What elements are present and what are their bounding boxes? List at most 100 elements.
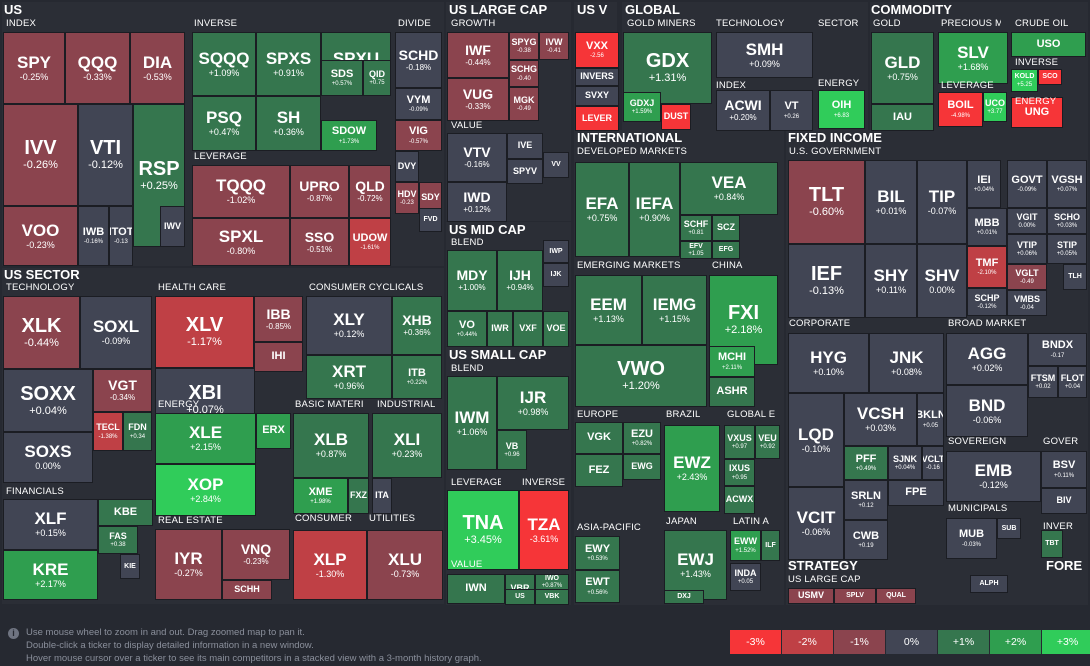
tile-efa[interactable]: EFA +0.75% — [575, 162, 629, 257]
tile-psq[interactable]: PSQ +0.47% — [192, 96, 256, 151]
tile-ivw[interactable]: IVW -0.41 — [539, 32, 569, 60]
tile-mgk[interactable]: MGK -0.49 — [509, 87, 539, 121]
tile-vtip[interactable]: VTIP +0.06% — [1007, 234, 1047, 264]
tile-splv[interactable]: SPLV — [834, 588, 876, 604]
tile-schp[interactable]: SCHP -0.12% — [967, 288, 1007, 316]
tile-fas[interactable]: FAS +0.38 — [98, 526, 138, 554]
etf-heatmap[interactable]: SPY -0.25% QQQ -0.33% DIA -0.53% IVV -0.26% VTI -… — [0, 0, 1090, 620]
tile-iwn[interactable]: IWN — [447, 574, 505, 604]
tile-alph[interactable]: ALPH — [970, 575, 1008, 593]
tile-slv[interactable]: SLV +1.68% — [938, 32, 1008, 84]
tile-vgt[interactable]: VGT -0.34% — [93, 369, 152, 412]
tile-invers[interactable]: INVERS — [575, 68, 619, 86]
tile-vbk[interactable]: VBK — [535, 589, 569, 605]
tile-lqd[interactable]: LQD -0.10% — [788, 393, 844, 487]
tile-fxz[interactable]: FXZ — [348, 478, 369, 514]
tile-tlt[interactable]: TLT -0.60% — [788, 160, 865, 244]
tile-dxj[interactable]: DXJ — [664, 590, 704, 604]
tile-xlu[interactable]: XLU -0.73% — [367, 530, 443, 600]
tile-vwo[interactable]: VWO +1.20% — [575, 345, 707, 407]
tile-acwi[interactable]: ACWI +0.20% — [716, 90, 770, 131]
tile-boil[interactable]: BOIL -4.98% — [938, 92, 983, 127]
tile-ewz[interactable]: EWZ +2.43% — [664, 425, 720, 512]
tile-biv[interactable]: BIV — [1041, 488, 1087, 514]
tile-fdn[interactable]: FDN +0.34 — [123, 412, 152, 451]
tile-voe[interactable]: VOE — [543, 311, 569, 347]
tile-soxl[interactable]: SOXL -0.09% — [80, 296, 152, 369]
tile-xhb[interactable]: XHB +0.36% — [392, 296, 442, 355]
tile-tbt[interactable]: TBT — [1041, 530, 1063, 558]
tile-sqqq[interactable]: SQQQ +1.09% — [192, 32, 256, 96]
tile-pff[interactable]: PFF +0.49% — [844, 446, 888, 480]
tile-uso[interactable]: USO — [1011, 32, 1086, 57]
tile-upro[interactable]: UPRO -0.87% — [290, 165, 349, 218]
tile-vcsh[interactable]: VCSH +0.03% — [844, 393, 917, 446]
tile-vtv[interactable]: VTV -0.16% — [447, 133, 507, 182]
tile-sub[interactable]: SUB — [997, 518, 1021, 539]
tile-eem[interactable]: EEM +1.13% — [575, 275, 642, 345]
tile-ijk[interactable]: IJK — [543, 263, 569, 287]
tile-fez[interactable]: FEZ — [575, 454, 623, 487]
tile-vb[interactable]: VB +0.96 — [497, 430, 527, 470]
tile-govt[interactable]: GOVT -0.09% — [1007, 160, 1047, 208]
tile-vclt[interactable]: VCLT -0.16 — [922, 446, 944, 480]
tile-iwo[interactable]: IWO +0.87% — [535, 574, 569, 590]
tile-xrt[interactable]: XRT +0.96% — [306, 355, 392, 399]
tile-acwx[interactable]: ACWX — [724, 486, 755, 514]
tile-vglt[interactable]: VGLT -0.49 — [1007, 264, 1047, 290]
tile-efg[interactable]: EFG — [712, 241, 740, 259]
tile-rsp[interactable]: RSP +0.25% — [133, 104, 185, 247]
tile-vv[interactable]: VV — [543, 152, 569, 178]
tile-vgk[interactable]: VGK — [575, 422, 623, 454]
tile-sso[interactable]: SSO -0.51% — [290, 218, 349, 266]
tile-fpe[interactable]: FPE — [888, 480, 944, 506]
tile-bsv[interactable]: BSV +0.11% — [1041, 451, 1087, 488]
tile-iyr[interactable]: IYR -0.27% — [155, 529, 222, 600]
tile-vug[interactable]: VUG -0.33% — [447, 78, 509, 121]
tile-vea[interactable]: VEA +0.84% — [680, 162, 778, 215]
tile-vxf[interactable]: VXF — [513, 311, 543, 347]
tile-sjnk[interactable]: SJNK +0.04% — [888, 446, 922, 480]
tile-ung[interactable]: UNG — [1011, 97, 1063, 128]
tile-shy[interactable]: SHY +0.11% — [865, 244, 917, 318]
tile-bkln[interactable]: BKLN+0.05 — [917, 393, 944, 446]
tile-sdy[interactable]: SDY — [419, 182, 442, 214]
tile-iwm[interactable]: IWM +1.06% — [447, 376, 497, 470]
tile-vmbs[interactable]: VMBS -0.04 — [1007, 290, 1047, 316]
tile-ixus[interactable]: IXUS +0.95 — [724, 459, 755, 486]
tile-spxl[interactable]: SPXL -0.80% — [192, 218, 290, 266]
tile-schd[interactable]: SCHD -0.18% — [395, 32, 442, 88]
tile-voo[interactable]: VOO -0.23% — [3, 206, 78, 266]
tile-uco[interactable]: UCO +3.77 — [983, 92, 1007, 122]
tile-iei[interactable]: IEI +0.04% — [967, 160, 1001, 208]
tile-soxx[interactable]: SOXX +0.04% — [3, 369, 93, 432]
tile-ashr[interactable]: ASHR — [709, 377, 755, 407]
tile-tip[interactable]: TIP -0.07% — [917, 160, 967, 244]
tile-tecl[interactable]: TECL -1.38% — [93, 412, 123, 451]
tile-xly[interactable]: XLY +0.12% — [306, 296, 392, 355]
tile-svxy[interactable]: SVXY — [575, 86, 619, 106]
tile-iau[interactable]: IAU — [871, 104, 934, 131]
tile-gld[interactable]: GLD +0.75% — [871, 32, 934, 104]
tile-usmv[interactable]: USMV — [788, 588, 834, 604]
tile-ilf[interactable]: ILF — [761, 530, 780, 561]
tile-udow[interactable]: UDOW -1.61% — [349, 218, 391, 266]
tile-iwb[interactable]: IWB -0.16% — [78, 206, 109, 266]
tile-oih[interactable]: OIH +6.83 — [818, 90, 865, 129]
tile-ijr[interactable]: IJR +0.98% — [497, 376, 569, 430]
tile-sh[interactable]: SH +0.36% — [256, 96, 321, 151]
tile-gdxj[interactable]: GDXJ +1.59% — [623, 92, 661, 122]
tile-qqq[interactable]: QQQ -0.33% — [65, 32, 130, 104]
tile-qid[interactable]: QID +0.75 — [363, 60, 391, 96]
tile-iwd[interactable]: IWD +0.12% — [447, 182, 507, 222]
tile-bndx[interactable]: BNDX -0.17 — [1028, 333, 1087, 366]
tile-xli[interactable]: XLI +0.23% — [372, 413, 442, 478]
tile-qld[interactable]: QLD -0.72% — [349, 165, 391, 218]
tile-qual[interactable]: QUAL — [876, 588, 916, 604]
tile-ibb[interactable]: IBB -0.85% — [254, 296, 303, 342]
tile-iwr[interactable]: IWR — [487, 311, 513, 347]
tile-schg[interactable]: SCHG -0.40 — [509, 60, 539, 87]
tile-vo[interactable]: VO +0.44% — [447, 311, 487, 347]
tile-iemg[interactable]: IEMG +1.15% — [642, 275, 707, 345]
tile-us[interactable]: US — [505, 589, 535, 605]
